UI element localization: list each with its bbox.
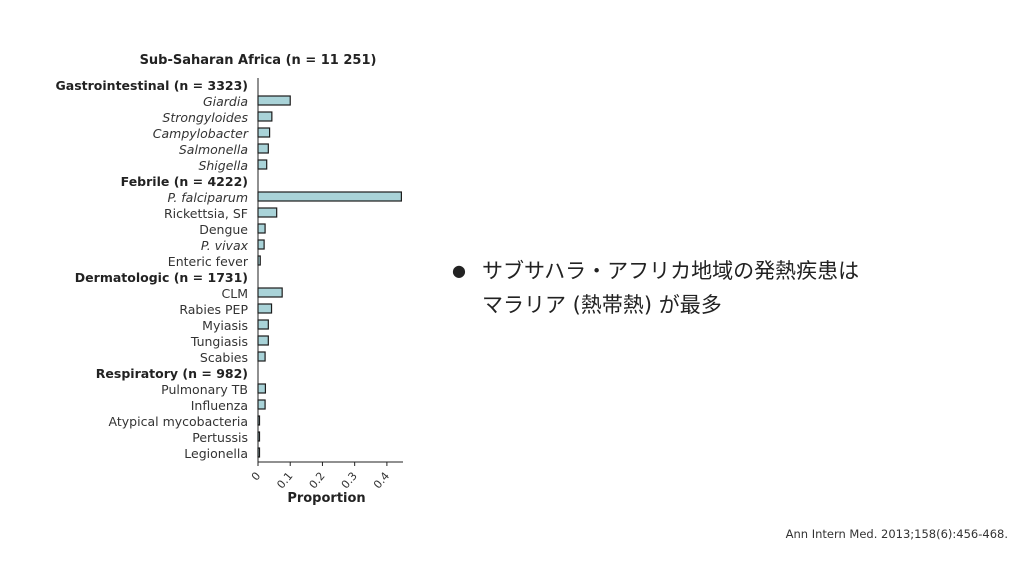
x-tick-label: 0.3 — [339, 470, 360, 492]
bar — [257, 239, 265, 250]
category-label: P. vivax — [201, 238, 249, 253]
category-label: P. falciparum — [168, 190, 248, 205]
category-label: Giardia — [203, 94, 248, 109]
bar — [257, 335, 269, 346]
category-label: Atypical mycobacteria — [109, 414, 248, 429]
bar — [257, 383, 267, 394]
category-label: Rickettsia, SF — [164, 206, 248, 221]
x-tick-label: 0.2 — [307, 470, 328, 492]
category-label: Strongyloides — [162, 110, 248, 125]
bar — [257, 287, 283, 298]
category-label: Myiasis — [202, 318, 248, 333]
bar — [257, 319, 269, 330]
category-label: Shigella — [198, 158, 248, 173]
bullet-line-2: マラリア (熱帯熱) が最多 — [482, 293, 722, 317]
bar — [257, 351, 266, 362]
group-header: Gastrointestinal (n = 3323) — [56, 78, 248, 93]
group-header: Febrile (n = 4222) — [121, 174, 248, 189]
x-axis-label: Proportion — [287, 491, 365, 506]
category-label: Influenza — [191, 398, 248, 413]
x-tick-label: 0 — [249, 470, 263, 484]
bar — [257, 191, 402, 202]
bar — [257, 399, 266, 410]
category-label: CLM — [222, 286, 248, 301]
category-label: Campylobacter — [153, 126, 249, 141]
bar — [257, 143, 269, 154]
bar — [257, 111, 273, 122]
category-label: Rabies PEP — [179, 302, 248, 317]
bullet-point: ● サブサハラ・アフリカ地域の発熱疾患は マラリア (熱帯熱) が最多 — [452, 254, 972, 322]
category-label: Tungiasis — [190, 334, 248, 349]
citation: Ann Intern Med. 2013;158(6):456-468. — [785, 527, 1008, 541]
category-label: Pertussis — [192, 430, 248, 445]
bar — [257, 223, 266, 234]
category-label: Salmonella — [179, 142, 248, 157]
bar — [257, 159, 268, 170]
group-header: Respiratory (n = 982) — [96, 366, 248, 381]
bar — [257, 303, 273, 314]
category-label: Enteric fever — [168, 254, 249, 269]
x-tick-label: 0.1 — [274, 470, 295, 492]
chart-title: Sub-Saharan Africa (n = 11 251) — [140, 53, 377, 68]
category-label: Dengue — [199, 222, 248, 237]
bar — [257, 95, 291, 106]
bar — [257, 207, 278, 218]
bullet-line-1: サブサハラ・アフリカ地域の発熱疾患は — [482, 259, 860, 283]
group-header: Dermatologic (n = 1731) — [75, 270, 248, 285]
category-label: Legionella — [184, 446, 248, 461]
bullet-dot: ● — [452, 261, 466, 280]
bar — [257, 127, 271, 138]
x-tick-label: 0.4 — [371, 470, 392, 492]
category-label: Pulmonary TB — [161, 382, 248, 397]
category-label: Scabies — [200, 350, 248, 365]
